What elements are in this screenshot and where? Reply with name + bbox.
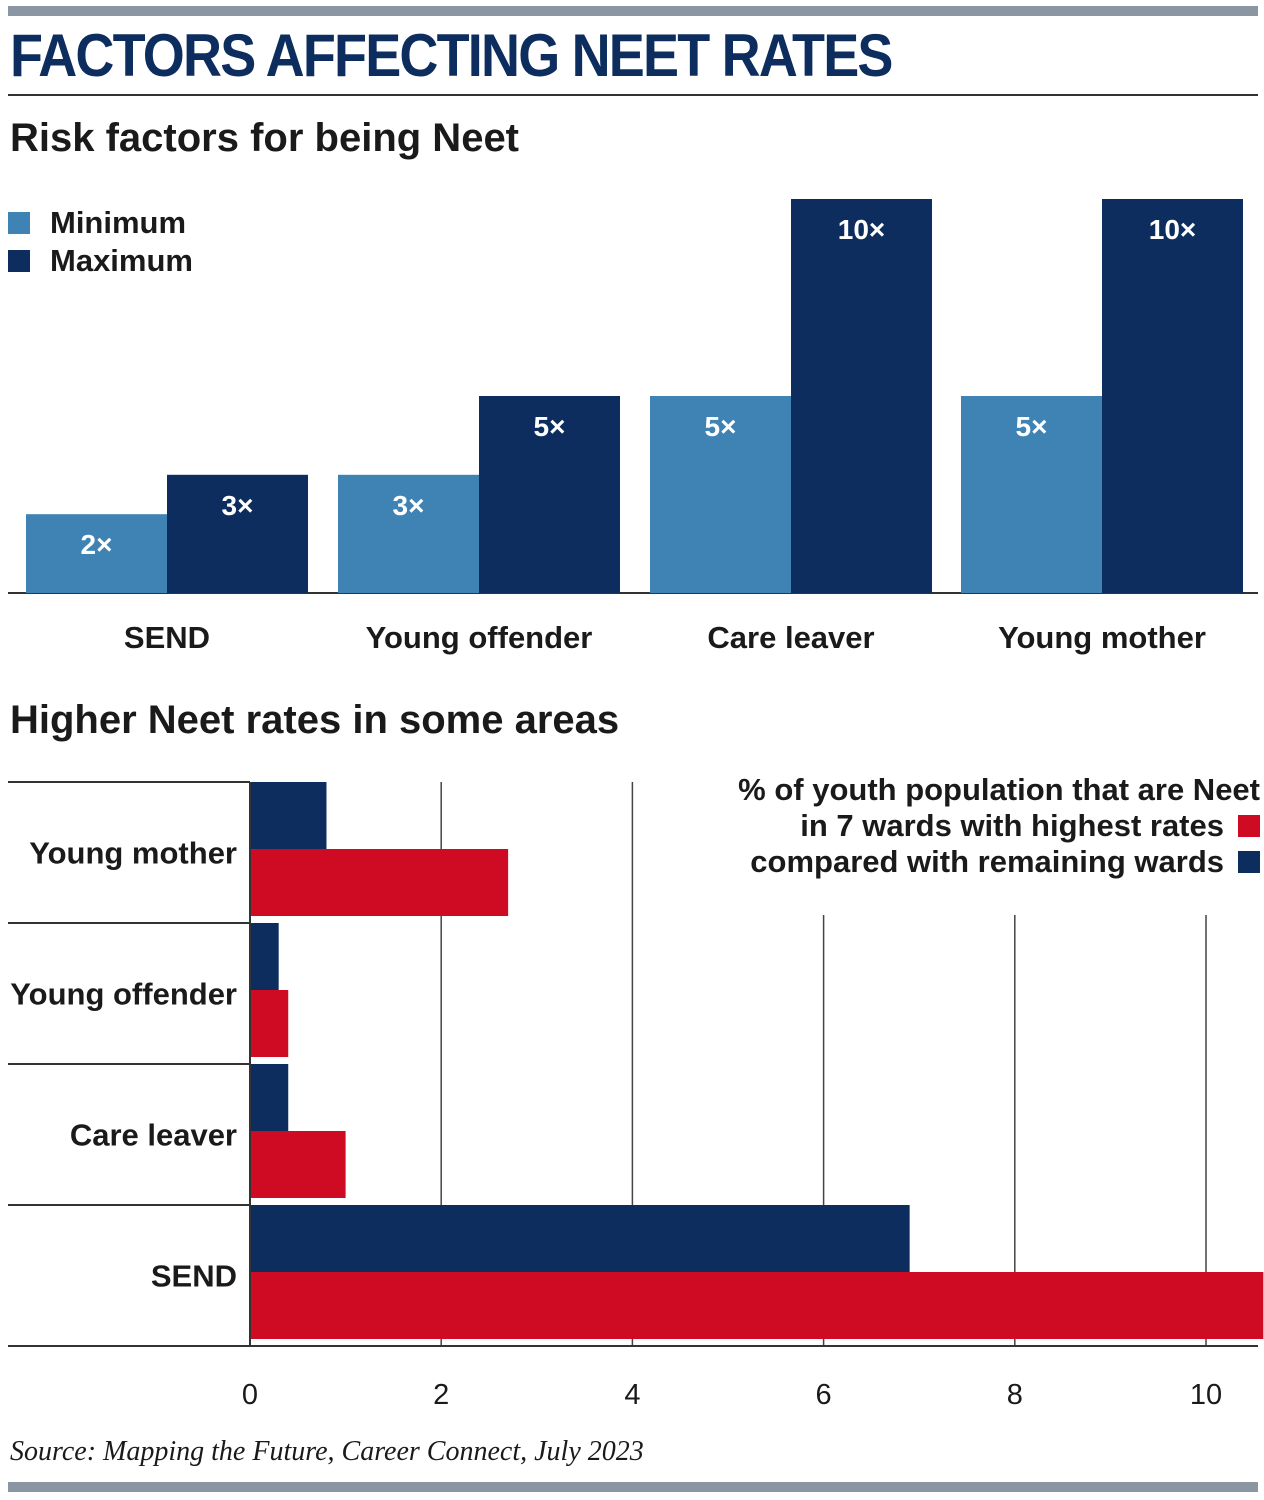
legend-item-highest: in 7 wards with highest rates — [738, 808, 1260, 844]
top-rule — [8, 6, 1258, 16]
legend-title: % of youth population that are Neet — [738, 772, 1260, 808]
bar-maximum-send — [167, 474, 308, 593]
legend-swatch-highest — [1238, 815, 1260, 837]
bar-highest-wards-young-offender — [250, 990, 289, 1057]
category-label: Young offender — [10, 977, 237, 1012]
legend-swatch-minimum — [8, 212, 30, 234]
bar-highest-wards-young-mother — [250, 849, 509, 916]
legend-item-maximum: Maximum — [8, 242, 193, 280]
bar-highest-wards-care-leaver — [250, 1131, 346, 1198]
neet-areas-chart: 0 2 4 6 8 10 Young mother Young offender Care le… — [8, 781, 1264, 1411]
x-tick-label: 6 — [816, 1379, 832, 1411]
legend-title-text: % of youth population that are Neet — [738, 772, 1260, 807]
bar-maximum-care-leaver — [791, 199, 932, 593]
data-label-minimum-1: 3× — [393, 490, 425, 521]
x-tick-label: 8 — [1007, 1379, 1023, 1411]
chart1-title: Risk factors for being Neet — [10, 116, 520, 160]
category-label: Young mother — [29, 836, 237, 871]
chart2-title: Higher Neet rates in some areas — [10, 698, 620, 742]
legend-label-minimum: Minimum — [50, 205, 187, 240]
page-title: FACTORS AFFECTING NEET RATES — [10, 22, 893, 89]
data-label-maximum-0: 3× — [222, 490, 254, 521]
data-label-maximum-3: 10× — [1149, 214, 1197, 245]
bottom-rule — [8, 1482, 1258, 1492]
legend-item-minimum: Minimum — [8, 204, 193, 242]
category-label: Care leaver — [70, 1118, 237, 1153]
data-label-minimum-2: 5× — [705, 411, 737, 442]
chart2-legend: % of youth population that are Neet in 7… — [738, 772, 1260, 880]
bar-remaining-wards-young-mother — [250, 782, 327, 849]
legend-label-maximum: Maximum — [50, 243, 193, 278]
category-label: Young offender — [366, 620, 593, 655]
bar-maximum-young-offender — [479, 396, 620, 593]
legend-label-highest: in 7 wards with highest rates — [800, 808, 1224, 843]
legend-item-remaining: compared with remaining wards — [738, 844, 1260, 880]
data-label-maximum-1: 5× — [534, 411, 566, 442]
bar-remaining-wards-care-leaver — [250, 1064, 289, 1131]
category-label: SEND — [124, 620, 210, 655]
bar-minimum-young-mother — [961, 396, 1102, 593]
data-label-maximum-2: 10× — [838, 214, 886, 245]
x-tick-label: 2 — [433, 1379, 449, 1411]
bar-maximum-young-mother — [1102, 199, 1243, 593]
risk-factors-chart: 2× 3× SEND 3× 5× Young offender 5× 10× Care leav… — [8, 199, 1258, 655]
legend-swatch-maximum — [8, 250, 30, 272]
bar-highest-wards-send — [250, 1272, 1264, 1339]
x-tick-label: 10 — [1190, 1379, 1222, 1411]
x-tick-label: 0 — [242, 1379, 258, 1411]
chart1-legend: Minimum Maximum — [8, 204, 193, 280]
x-tick-label: 4 — [624, 1379, 640, 1411]
category-label: Young mother — [998, 620, 1206, 655]
title-divider — [8, 94, 1258, 96]
bar-remaining-wards-send — [250, 1205, 910, 1272]
source-note: Source: Mapping the Future, Career Conne… — [10, 1436, 644, 1467]
legend-swatch-remaining — [1238, 851, 1260, 873]
bar-minimum-young-offender — [338, 474, 479, 593]
bar-remaining-wards-young-offender — [250, 923, 279, 990]
bar-minimum-send — [26, 514, 167, 593]
bar-minimum-care-leaver — [650, 396, 791, 593]
data-label-minimum-3: 5× — [1016, 411, 1048, 442]
category-label: SEND — [151, 1259, 237, 1294]
data-label-minimum-0: 2× — [81, 529, 113, 560]
legend-label-remaining: compared with remaining wards — [750, 844, 1224, 879]
category-label: Care leaver — [707, 620, 874, 655]
